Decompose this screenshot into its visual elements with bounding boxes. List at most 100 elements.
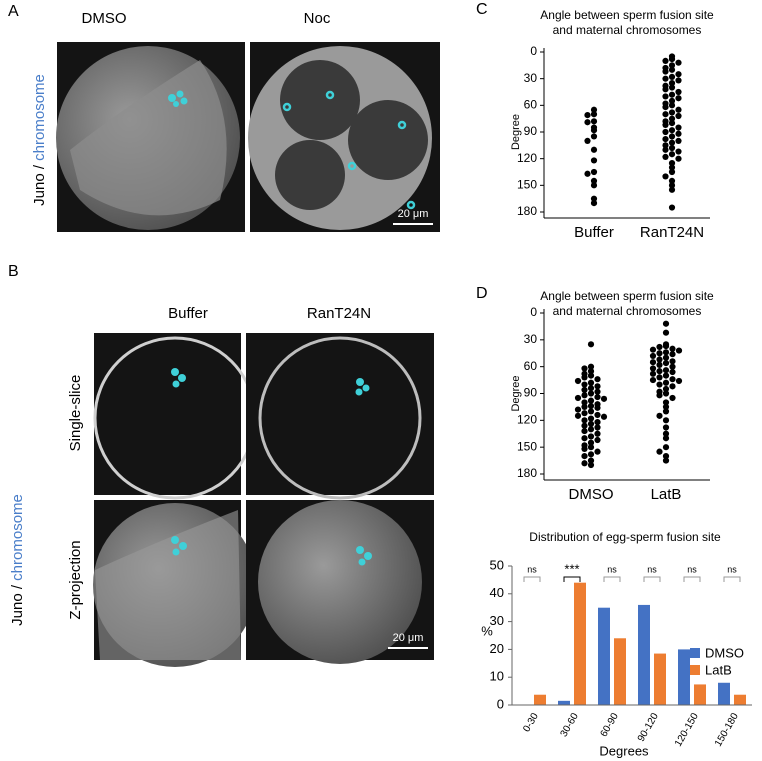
dot xyxy=(590,200,598,207)
dot xyxy=(649,359,657,366)
dot xyxy=(594,393,601,401)
legend-swatch xyxy=(690,665,700,675)
dot xyxy=(574,377,582,385)
dot xyxy=(662,57,669,64)
y-tick-label: 60 xyxy=(524,359,538,373)
dot xyxy=(656,343,663,351)
dot xyxy=(594,388,601,395)
dot xyxy=(662,408,670,415)
dot xyxy=(581,410,588,417)
dot xyxy=(669,363,676,370)
dot xyxy=(594,404,601,411)
bar xyxy=(654,653,666,705)
dot xyxy=(581,460,588,467)
dot xyxy=(656,381,663,388)
side-label: Juno / chromosome xyxy=(31,74,48,206)
dot xyxy=(668,109,676,116)
dot xyxy=(594,430,601,437)
dot xyxy=(668,66,676,73)
dot xyxy=(587,451,595,458)
dot xyxy=(584,112,591,119)
dot xyxy=(587,385,595,392)
dot xyxy=(662,359,670,367)
side-label-part: chromosome xyxy=(9,494,26,581)
side-label-part: Juno / xyxy=(9,581,26,626)
dot xyxy=(656,356,663,363)
dot xyxy=(668,102,676,109)
x-tick-label: 120-150 xyxy=(673,711,701,749)
dot xyxy=(587,439,595,446)
y-tick-label: 150 xyxy=(517,178,537,192)
dot xyxy=(590,133,598,140)
column-label: DMSO xyxy=(82,10,127,27)
dot xyxy=(675,124,682,131)
y-axis-label: Degree xyxy=(510,375,522,411)
dot xyxy=(587,379,595,386)
dot xyxy=(662,68,669,75)
dot xyxy=(675,347,683,354)
dot xyxy=(584,137,591,144)
dot xyxy=(587,408,595,415)
panel-label: C xyxy=(476,1,488,18)
dot xyxy=(669,376,676,383)
chart-title: Angle between sperm fusion site xyxy=(540,289,714,303)
bar xyxy=(574,582,586,705)
y-tick-label: 10 xyxy=(490,669,504,684)
dot xyxy=(662,93,669,100)
bar xyxy=(558,700,570,705)
significance-label: ns xyxy=(607,564,617,574)
row-label: Single-slice xyxy=(67,375,84,452)
dot xyxy=(662,379,670,386)
dot xyxy=(669,345,676,352)
y-axis-label: % xyxy=(481,623,493,638)
dot xyxy=(662,399,670,406)
dot xyxy=(656,368,663,375)
y-tick-label: 90 xyxy=(524,124,538,138)
dot xyxy=(675,137,682,144)
dot xyxy=(594,436,601,444)
dot xyxy=(668,80,676,87)
dot xyxy=(668,186,676,193)
scale-bar-label: 20 μm xyxy=(398,208,429,220)
dot xyxy=(600,395,608,402)
y-axis-label: Degree xyxy=(510,114,522,150)
dot xyxy=(662,430,670,437)
dot xyxy=(668,204,676,211)
bar xyxy=(734,694,746,705)
x-tick-label: 30-60 xyxy=(559,711,582,739)
y-tick-label: 30 xyxy=(524,71,538,85)
dot xyxy=(581,386,588,394)
dot xyxy=(574,406,582,413)
dot xyxy=(662,136,669,143)
dot xyxy=(594,419,601,426)
dot xyxy=(675,88,682,96)
dot xyxy=(668,97,676,104)
side-label-part: chromosome xyxy=(31,74,48,161)
dot xyxy=(581,435,588,442)
y-tick-label: 0 xyxy=(530,305,537,319)
dot xyxy=(587,363,595,370)
bar xyxy=(638,604,650,705)
dot xyxy=(662,121,669,128)
dot xyxy=(662,128,669,136)
dot xyxy=(594,376,601,383)
y-tick-label: 150 xyxy=(517,439,537,453)
side-label-part: Juno / xyxy=(31,161,48,206)
dot xyxy=(668,127,676,134)
y-tick-label: 120 xyxy=(517,413,537,427)
dot xyxy=(594,448,601,455)
bar xyxy=(534,694,546,705)
dot xyxy=(668,115,676,122)
dot xyxy=(662,367,670,374)
dot xyxy=(649,346,657,353)
dot xyxy=(662,424,670,431)
micrograph xyxy=(56,42,245,232)
dot xyxy=(662,444,670,451)
dot xyxy=(600,413,608,420)
micrograph xyxy=(93,500,257,667)
dot xyxy=(581,422,588,429)
dot xyxy=(675,377,683,385)
dot xyxy=(662,86,669,93)
x-tick-label: 90-120 xyxy=(636,711,661,744)
